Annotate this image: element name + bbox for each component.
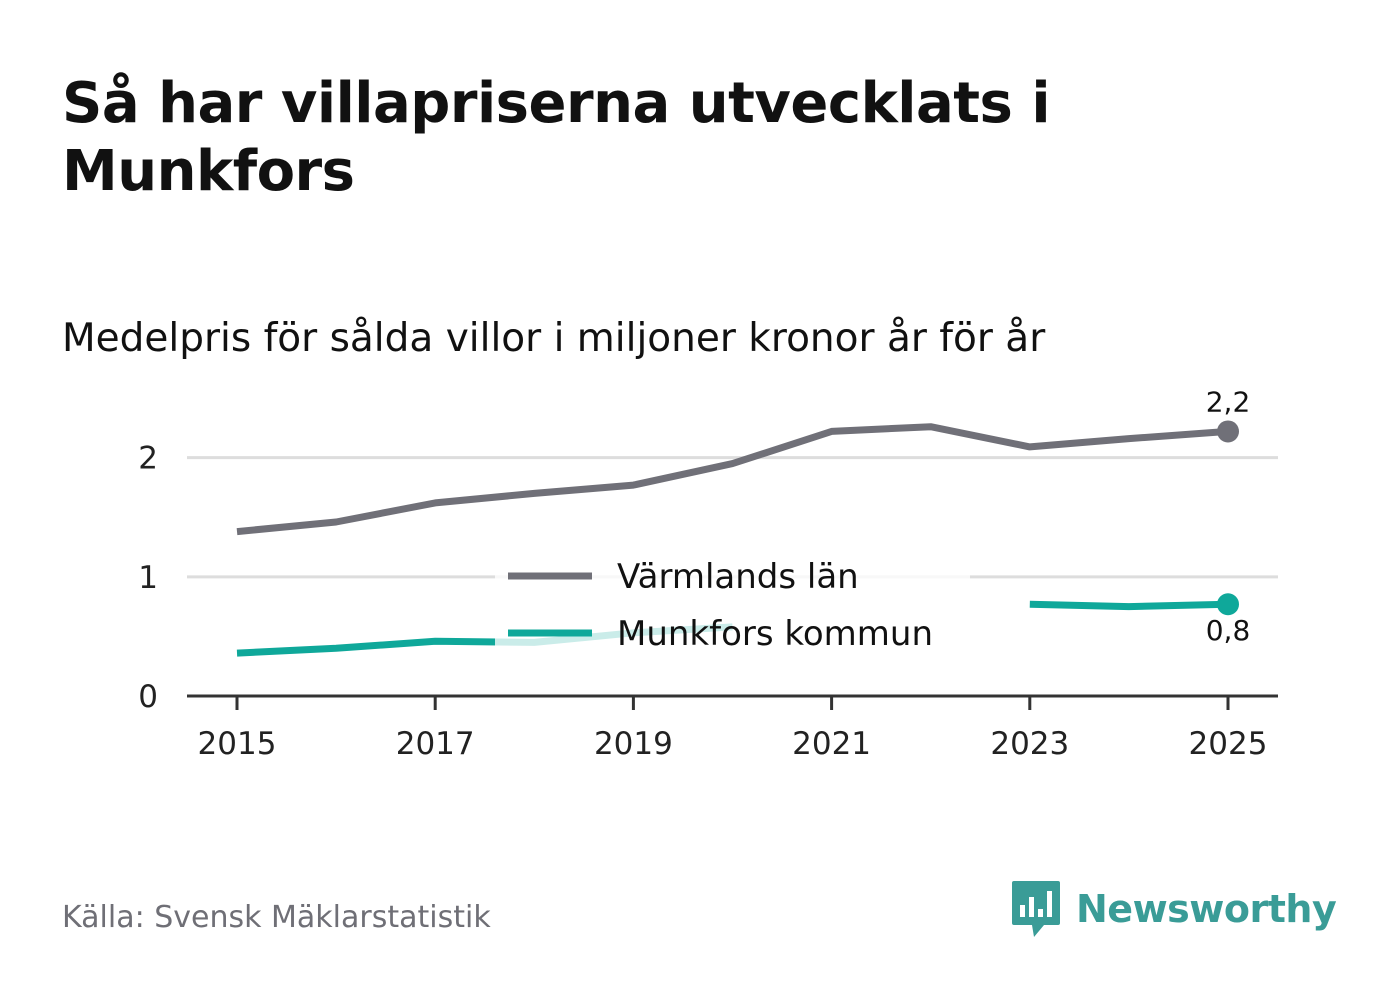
legend-label: Värmlands län xyxy=(617,557,859,597)
end-point-marker xyxy=(1217,593,1239,616)
end-value-label: 0,8 xyxy=(1206,614,1251,647)
legend-background xyxy=(495,548,970,660)
x-tick-label: 2025 xyxy=(1189,726,1268,762)
chart-subtitle: Medelpris för sålda villor i miljoner kr… xyxy=(62,316,1046,361)
y-tick-label: 2 xyxy=(138,441,158,477)
end-labels: 2,2 0,8 xyxy=(1206,385,1251,647)
legend-label: Munkfors kommun xyxy=(617,614,933,654)
x-tick-label: 2019 xyxy=(594,726,673,762)
x-tick-label: 2023 xyxy=(990,726,1069,762)
brand-name: Newsworthy xyxy=(1076,887,1337,931)
line-chart: 0 1 2 2015 2017 2019 2021 2023 2025 Värmlands lä… xyxy=(138,385,1278,762)
chart-title: Så har villapriserna utvecklats i Munkfo… xyxy=(62,71,1051,204)
x-tick-label: 2017 xyxy=(396,726,475,762)
series-line-varmland xyxy=(236,423,1229,536)
brand-logo: Newsworthy xyxy=(1010,878,1337,940)
end-value-label: 2,2 xyxy=(1206,385,1251,418)
y-tick-label: 0 xyxy=(138,679,158,715)
series-line-munkfors xyxy=(1029,600,1229,611)
source-note: Källa: Svensk Mäklarstatistik xyxy=(62,900,491,935)
legend: Värmlands län Munkfors kommun xyxy=(495,548,970,660)
x-axis: 0 1 2 2015 2017 2019 2021 2023 2025 xyxy=(138,441,1278,762)
end-point-marker xyxy=(1217,420,1239,443)
y-tick-label: 1 xyxy=(138,560,158,596)
x-tick-label: 2015 xyxy=(198,726,277,762)
x-tick-label: 2021 xyxy=(792,726,871,762)
newsworthy-logo-icon xyxy=(1012,881,1060,937)
